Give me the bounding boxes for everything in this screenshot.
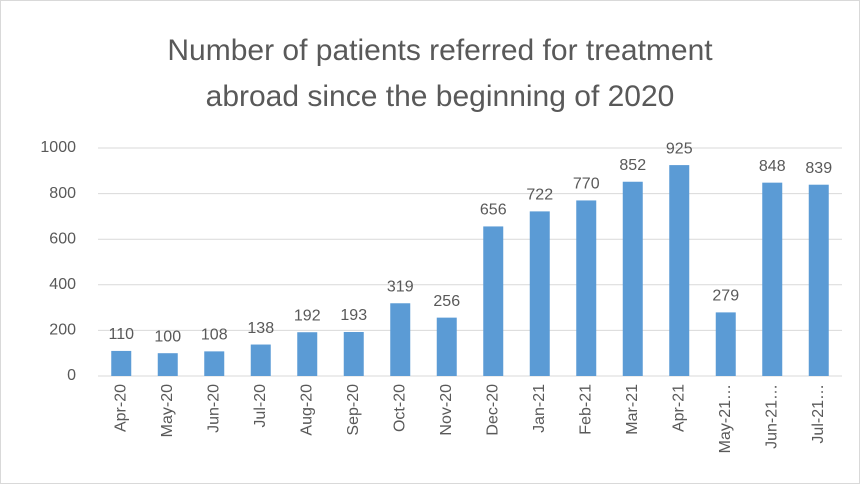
value-label: 925	[666, 140, 693, 157]
value-label: 110	[108, 326, 134, 343]
x-tick-label: Apr-20	[112, 384, 129, 432]
value-label: 108	[201, 327, 228, 344]
bar	[343, 331, 364, 376]
value-label: 722	[526, 187, 553, 204]
value-label: 770	[573, 176, 600, 193]
value-label: 279	[712, 288, 739, 305]
value-label: 138	[247, 320, 274, 337]
bar	[157, 353, 178, 376]
x-tick-label: Jun-20	[205, 384, 222, 433]
y-tick-label: 400	[49, 276, 76, 293]
y-tick-label: 1000	[40, 139, 76, 156]
x-tick-label: Mar-21	[624, 384, 641, 435]
bar	[762, 182, 783, 376]
x-tick-label: May-20	[159, 384, 176, 437]
value-label: 193	[340, 307, 367, 324]
bar	[111, 350, 132, 376]
value-label: 192	[294, 307, 321, 324]
x-tick-label: Dec-20	[484, 384, 501, 436]
x-tick-label: Nov-20	[438, 384, 455, 436]
x-tick-label: May-21…	[717, 384, 734, 453]
bar	[297, 332, 318, 376]
bar	[529, 211, 550, 376]
y-tick-label: 0	[67, 367, 76, 384]
bar	[250, 344, 271, 376]
y-tick-label: 800	[49, 185, 76, 202]
x-tick-label: Apr-21	[670, 384, 687, 432]
chart-title: abroad since the beginning of 2020	[206, 80, 675, 113]
x-tick-label: Jan-21	[531, 384, 548, 433]
bar	[576, 200, 597, 376]
x-tick-label: Jun-21…	[763, 384, 780, 449]
bar	[483, 226, 504, 376]
bar	[622, 181, 643, 376]
bar	[808, 184, 829, 376]
bar	[390, 303, 411, 376]
x-tick-label: Sep-20	[345, 384, 362, 436]
x-tick-label: Jul-21…	[810, 384, 827, 444]
value-label: 319	[387, 278, 414, 295]
value-label: 256	[433, 293, 460, 310]
y-tick-label: 600	[49, 230, 76, 247]
bar	[715, 312, 736, 376]
x-tick-label: Jul-20	[252, 384, 269, 428]
chart-title: Number of patients referred for treatmen…	[167, 34, 713, 67]
bar	[204, 351, 225, 376]
bar	[669, 165, 690, 376]
value-label: 848	[759, 158, 786, 175]
x-tick-label: Oct-20	[391, 384, 408, 432]
value-label: 656	[480, 202, 507, 219]
x-tick-label: Aug-20	[298, 384, 315, 436]
value-label: 100	[154, 328, 181, 345]
value-label: 839	[805, 160, 832, 177]
bar	[436, 317, 457, 376]
y-tick-label: 200	[49, 322, 76, 339]
x-tick-label: Feb-21	[577, 384, 594, 435]
value-label: 852	[619, 157, 646, 174]
